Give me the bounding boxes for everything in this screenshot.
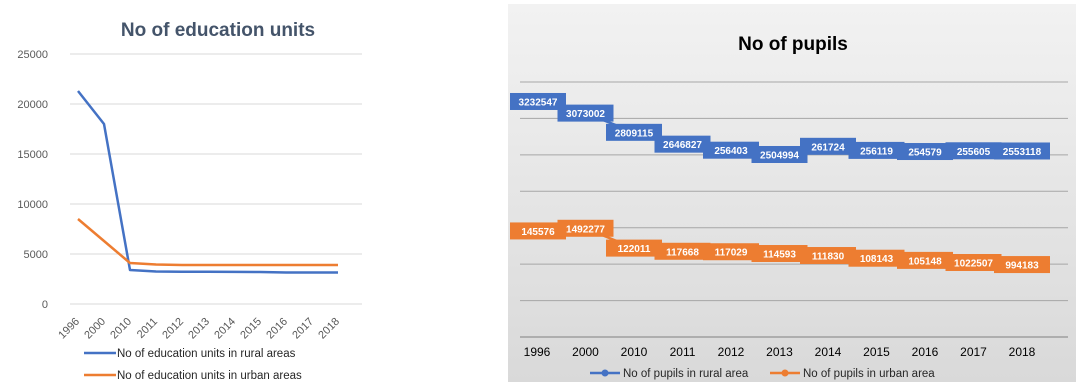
x-tick-label: 2016 <box>912 345 939 359</box>
data-label: 105148 <box>908 256 942 267</box>
x-tick-label: 2011 <box>670 345 696 359</box>
data-label: 111830 <box>812 252 845 263</box>
x-tick-label: 2000 <box>572 345 599 359</box>
data-label: 3232547 <box>519 97 558 108</box>
x-tick-label: 1996 <box>524 345 551 359</box>
data-label: 117029 <box>715 248 748 259</box>
x-tick-label: 2015 <box>863 345 890 359</box>
y-tick-label: 15000 <box>17 149 48 161</box>
x-tick-label: 2012 <box>160 316 186 342</box>
data-label: 256403 <box>714 146 748 157</box>
x-tick-label: 2013 <box>766 345 793 359</box>
y-tick-label: 20000 <box>17 99 48 111</box>
x-tick-label: 2016 <box>264 316 290 342</box>
data-label: 2553118 <box>1003 147 1042 158</box>
legend-label: No of education units in urban areas <box>117 370 302 382</box>
x-axis-ticks: 1996 2000 2010 2011 2012 2013 2014 2015 2016 2017… <box>56 316 342 342</box>
x-tick-label: 2015 <box>238 316 264 342</box>
legend-label: No of pupils in urban area <box>803 368 935 380</box>
x-tick-label: 2011 <box>135 316 160 341</box>
data-label: 1022507 <box>954 259 993 270</box>
legend-label: No of pupils in rural area <box>623 368 749 380</box>
x-tick-label: 2017 <box>960 345 987 359</box>
x-tick-label: 2017 <box>290 316 316 342</box>
x-tick-label: 2018 <box>1009 345 1036 359</box>
x-tick-label: 1996 <box>56 316 82 342</box>
legend-marker <box>602 370 609 377</box>
series-line-urban <box>78 219 338 265</box>
data-label: 3073002 <box>566 109 605 120</box>
data-label: 145576 <box>521 227 555 238</box>
data-label: 255605 <box>957 147 991 158</box>
data-label: 2809115 <box>615 128 654 139</box>
data-label: 2646827 <box>663 140 702 151</box>
chart-pupils: No of pupils 3232547 3073002 2809115 264682… <box>508 0 1078 383</box>
data-label: 254579 <box>908 148 942 159</box>
y-tick-label: 10000 <box>17 199 48 211</box>
y-tick-label: 0 <box>42 299 48 311</box>
chart-education-units: No of education units 0 5000 10000 15000 200… <box>0 0 500 383</box>
series-lines <box>78 91 338 273</box>
x-tick-label: 2014 <box>815 345 842 359</box>
series-line-rural <box>78 91 338 273</box>
data-label: 2504994 <box>760 150 799 161</box>
x-tick-label: 2000 <box>82 316 108 342</box>
x-tick-label: 2010 <box>621 345 648 359</box>
y-axis-ticks: 0 5000 10000 15000 20000 25000 <box>17 49 48 311</box>
chart-background <box>508 4 1076 382</box>
legend-label: No of education units in rural areas <box>117 348 296 360</box>
legend-marker <box>782 370 789 377</box>
x-tick-label: 2010 <box>108 316 134 342</box>
data-label: 994183 <box>1005 261 1039 272</box>
data-label: 108143 <box>860 254 894 265</box>
data-label: 122011 <box>618 244 651 255</box>
x-tick-label: 2013 <box>186 316 212 342</box>
data-label: 261724 <box>811 142 845 153</box>
y-tick-label: 5000 <box>24 249 48 261</box>
chart-title-education-units: No of education units <box>121 20 315 41</box>
legend: No of education units in rural areas No o… <box>84 348 302 382</box>
x-tick-label: 2014 <box>212 316 238 342</box>
data-label: 114593 <box>763 250 796 261</box>
data-label: 256119 <box>860 146 893 157</box>
chart-title-pupils: No of pupils <box>738 34 848 55</box>
y-tick-label: 25000 <box>17 49 48 61</box>
data-label: 1492277 <box>566 224 605 235</box>
data-label: 117668 <box>666 247 699 258</box>
x-tick-label: 2018 <box>316 316 342 342</box>
x-tick-label: 2012 <box>718 345 745 359</box>
